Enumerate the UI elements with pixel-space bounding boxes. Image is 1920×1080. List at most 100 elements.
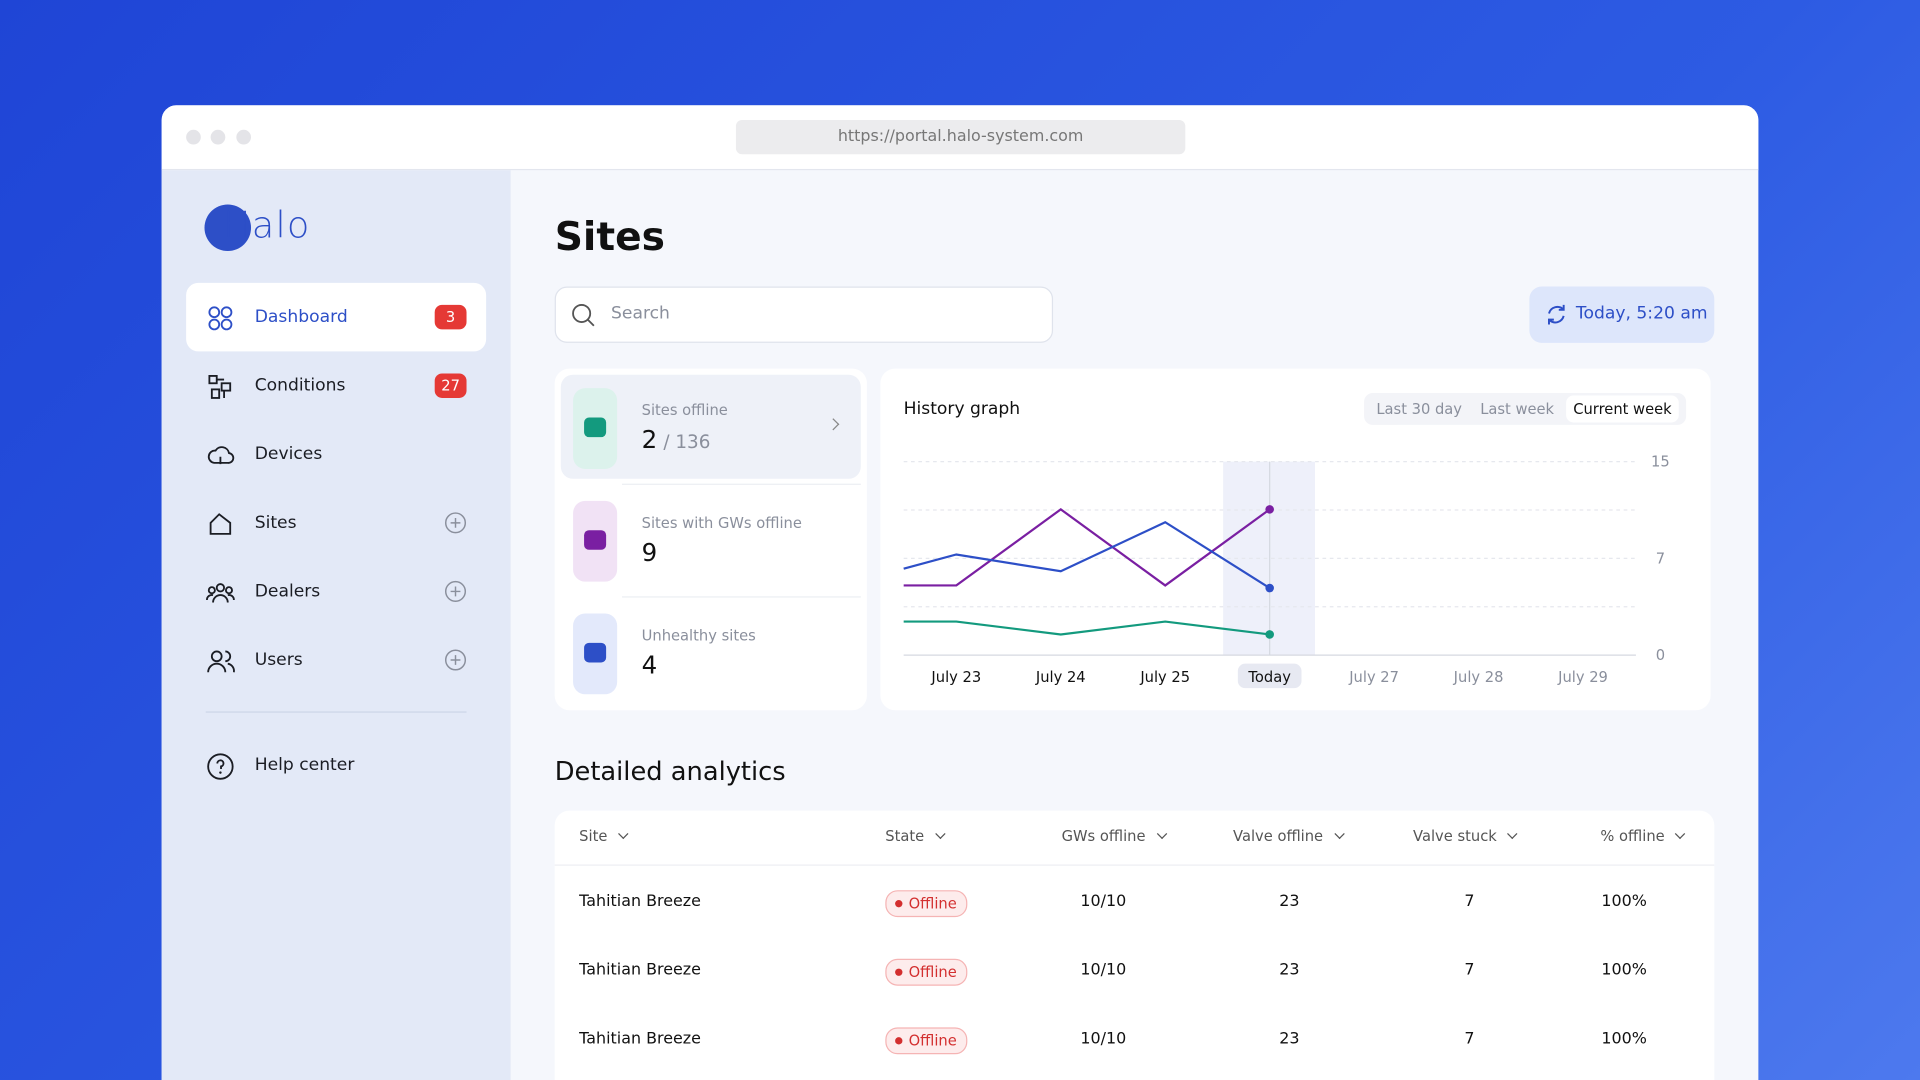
icon [584, 417, 607, 438]
y-tick-label: 0 [1656, 647, 1665, 664]
nav-icon [206, 441, 235, 475]
header-label: GWs offline [1061, 827, 1146, 845]
nav-label: Conditions [254, 375, 346, 396]
series-line [903, 520, 1271, 589]
column-header[interactable]: Valve offline [1233, 828, 1345, 845]
header-label: Valve stuck [1413, 827, 1497, 845]
x-tick-label: July 27 [1348, 669, 1399, 686]
analytics-table: Site State GWs offline Valve offline Valve s… [554, 810, 1715, 1080]
help-link[interactable]: Help center [254, 755, 355, 776]
column-header[interactable]: GWs offline [1061, 827, 1167, 845]
brand[interactable]: Halo [222, 204, 311, 248]
cell: 100% [1601, 961, 1647, 980]
refresh-button[interactable]: Today, 5:20 am [1529, 286, 1715, 343]
y-tick-label: 7 [1656, 550, 1665, 567]
nav-item[interactable]: Sites [186, 489, 486, 558]
cell: 7 [1464, 892, 1475, 912]
icon [208, 306, 233, 331]
site-name: Tahitian Breeze [579, 1029, 701, 1049]
icon [207, 650, 235, 673]
add-icon [444, 512, 467, 534]
refresh-icon [1548, 304, 1565, 325]
refresh-label: Today, 5:20 am [1575, 303, 1708, 324]
end-point [1265, 630, 1274, 639]
nav-item[interactable]: Dealers [186, 557, 486, 626]
stat-label: Sites offline [641, 401, 728, 419]
nav-item[interactable]: Users [186, 626, 486, 695]
cell: 10/10 [1080, 961, 1127, 980]
series-line [903, 507, 1271, 587]
range-tab[interactable]: Last week [1480, 401, 1554, 418]
range-tab[interactable]: Current week [1573, 401, 1672, 418]
active-tab [1566, 395, 1679, 423]
stat-total: / 136 [663, 431, 711, 454]
cell: 100% [1601, 1029, 1647, 1049]
stat-number: 9 [641, 537, 658, 567]
title-bar: https://portal.halo-system.com [161, 105, 1759, 171]
window-dot[interactable] [186, 129, 201, 145]
column-header[interactable]: Valve stuck [1413, 827, 1518, 845]
nav-label: Users [254, 650, 303, 670]
page-title: Sites [554, 213, 665, 260]
nav-label: Dealers [254, 581, 321, 602]
y-tick-label: 15 [1651, 454, 1670, 471]
add-button[interactable] [444, 649, 467, 676]
x-tick-label: July 29 [1557, 669, 1608, 686]
header-label: State [885, 827, 925, 845]
x-tick-label: July 25 [1139, 669, 1190, 686]
column-header[interactable]: Site [579, 828, 629, 845]
stat-number: 2 [641, 424, 658, 455]
sort-icon [1333, 828, 1345, 840]
icon [208, 375, 232, 399]
url-bar[interactable]: https://portal.halo-system.com [735, 120, 1186, 155]
nav-badge: 3 [434, 304, 467, 330]
icon [209, 513, 232, 535]
divider [622, 596, 861, 598]
nav-item[interactable]: Conditions 27 [186, 351, 486, 420]
window-dot[interactable] [210, 129, 226, 145]
column-header[interactable]: State [885, 827, 946, 845]
sort-icon [1507, 828, 1518, 840]
stat-value: 9 [642, 538, 658, 567]
stat-icon [573, 500, 618, 582]
icon [206, 583, 235, 603]
search-icon [572, 303, 595, 327]
state-badge: Offline [885, 890, 968, 918]
help-icon [207, 753, 234, 780]
add-icon [444, 580, 467, 602]
divider [205, 711, 467, 713]
nav-icon [206, 509, 235, 543]
state-badge: Offline [885, 1027, 968, 1055]
state-dot [895, 1037, 903, 1045]
stat-value: 2/ 136 [642, 425, 711, 454]
column-header[interactable]: % offline [1600, 828, 1686, 845]
series-line [903, 620, 1270, 636]
state-label: Offline [908, 895, 957, 913]
window-dot[interactable] [236, 129, 252, 145]
nav-item[interactable]: Dashboard 3 [186, 282, 487, 352]
sort-icon [618, 828, 629, 840]
cell: 23 [1279, 892, 1300, 912]
logo-mark [204, 204, 252, 252]
site-name: Tahitian Breeze [579, 892, 701, 912]
add-button[interactable] [444, 580, 467, 607]
divider [554, 864, 1715, 866]
stats-card: Sites offline 2/ 136 Sites with GWs offlin… [554, 368, 867, 711]
nav-item[interactable]: Devices [186, 420, 486, 489]
range-tab[interactable]: Last 30 day [1376, 401, 1462, 418]
sort-icon [1675, 828, 1686, 840]
cell: 100% [1601, 892, 1647, 912]
x-tick-label: July 23 [930, 669, 981, 686]
site-name: Tahitian Breeze [579, 961, 701, 980]
search-placeholder: Search [611, 303, 670, 324]
nav-label: Devices [254, 444, 323, 465]
nav-badge: 27 [434, 373, 467, 398]
nav-label: Sites [254, 513, 297, 533]
add-button[interactable] [444, 512, 467, 539]
divider [622, 483, 861, 485]
nav-label: Dashboard [254, 307, 348, 327]
sort-icon [934, 828, 946, 840]
search-box[interactable]: Search [554, 286, 1054, 343]
cell: 23 [1279, 1029, 1300, 1049]
